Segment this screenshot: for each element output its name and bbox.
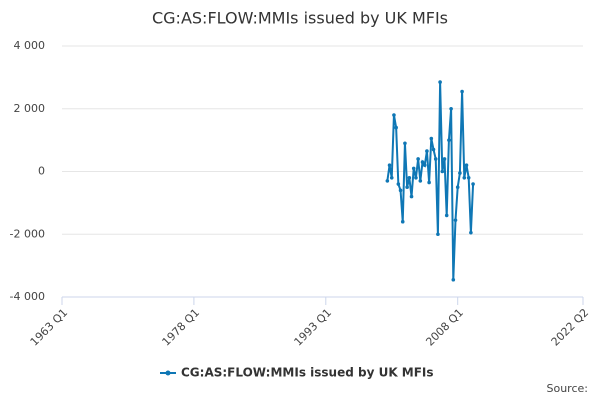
point [462, 175, 467, 180]
y-tick-label: 0 [38, 165, 45, 178]
point [385, 179, 390, 183]
point [444, 213, 449, 218]
point [442, 157, 447, 161]
point [433, 157, 438, 161]
y-tick-label: -2 000 [10, 227, 45, 240]
point [431, 147, 436, 152]
point [403, 141, 407, 146]
point [427, 180, 431, 185]
point [398, 188, 403, 193]
x-tick-label: 1963 Q1 [28, 306, 71, 349]
point [414, 175, 418, 180]
point [438, 80, 442, 84]
point [440, 169, 445, 174]
point [420, 160, 425, 164]
y-tick-label: 2 000 [14, 102, 46, 115]
point [447, 138, 451, 142]
point [416, 157, 420, 161]
legend-label: CG:AS:FLOW:MMIs issued by UK MFIs [181, 366, 434, 380]
point [429, 136, 434, 141]
point [389, 175, 394, 180]
point [400, 219, 405, 224]
point [425, 149, 429, 153]
point [451, 277, 456, 282]
point [411, 166, 416, 171]
x-tick-label: 1993 Q1 [292, 306, 335, 349]
source: Source: [547, 382, 589, 395]
y-tick-label: -4 000 [10, 290, 45, 303]
point [392, 113, 396, 117]
point [471, 182, 475, 186]
x-tick-label: 2008 Q1 [423, 306, 466, 349]
point [464, 163, 469, 168]
x-tick-label: 1978 Q1 [160, 306, 203, 349]
point [407, 175, 412, 180]
point [453, 218, 458, 222]
point [405, 185, 409, 189]
series-line [386, 82, 475, 280]
point [418, 179, 423, 183]
y-tick-label: 4 000 [14, 39, 46, 52]
point [387, 163, 392, 168]
point [422, 163, 427, 168]
point [458, 171, 462, 175]
legend-marker [165, 370, 171, 376]
point [394, 125, 398, 130]
chart-title: CG:AS:FLOW:MMIs issued by UK MFIs [152, 9, 448, 28]
point [436, 232, 440, 237]
point [469, 230, 473, 235]
x-tick-label: 2022 Q2 [549, 306, 592, 349]
point [396, 182, 401, 186]
point [455, 185, 460, 189]
point [466, 175, 471, 180]
point [409, 194, 414, 199]
point [460, 89, 464, 94]
point [449, 106, 453, 111]
